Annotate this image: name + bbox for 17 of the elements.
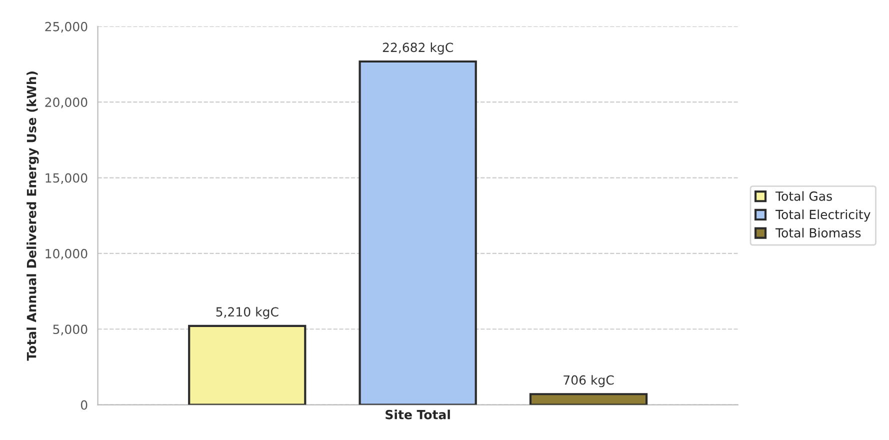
y-tick-label: 25,000: [45, 22, 88, 33]
y-tick-label: 10,000: [46, 248, 88, 260]
data-label: 706 kgC: [564, 375, 614, 388]
y-tick-label: 5,000: [53, 324, 88, 336]
y-tick-label: 0: [80, 400, 88, 410]
legend-label: Total Gas: [775, 191, 832, 201]
y-tick-label: 20,000: [45, 98, 88, 108]
x-tick-label: Site Total: [386, 410, 450, 420]
data-label: 22,682 kgC: [382, 42, 453, 55]
data-label: 5,210 kgC: [216, 306, 278, 319]
bar: [358, 60, 477, 405]
legend-label: Total Biomass: [775, 228, 861, 238]
legend-label: Total Electricity: [775, 210, 870, 222]
bar: [529, 393, 648, 405]
bar: [188, 324, 306, 405]
y-axis-title: Total Annual Delivered Energy Use (kWh): [26, 72, 39, 361]
y-tick-label: 15,000: [46, 173, 88, 184]
